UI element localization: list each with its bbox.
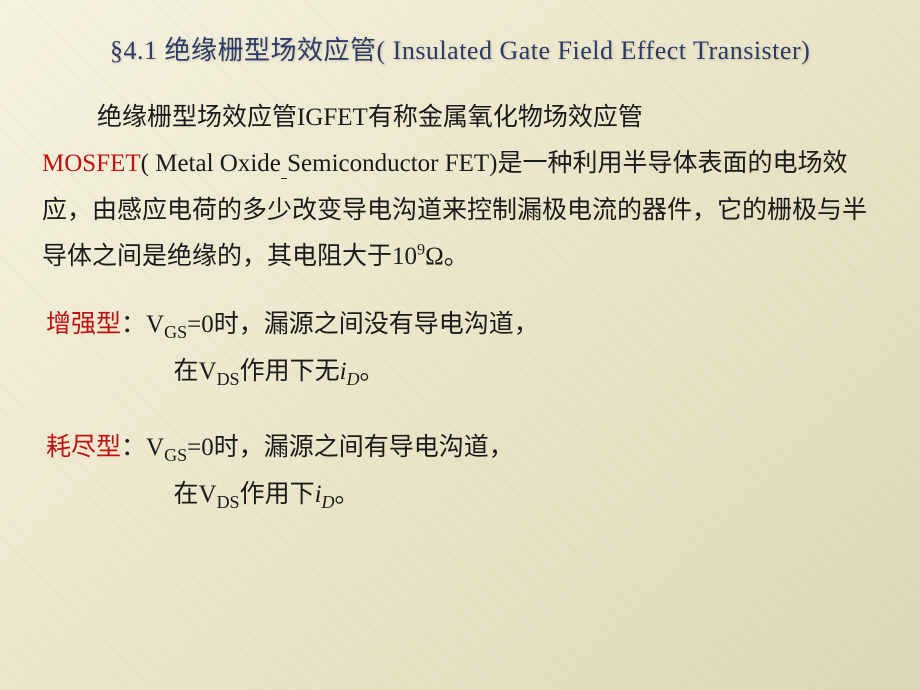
enh-line2: 在VDS作用下无iD。 xyxy=(174,358,385,385)
intro-paragraph: 绝缘栅型场效应管IGFET有称金属氧化物场效应管 MOSFET( Metal O… xyxy=(40,95,880,280)
enhancement-label: 增强型 xyxy=(46,311,121,338)
intro-part1: 绝缘栅型场效应管IGFET有称金属氧化物场效应管 xyxy=(97,104,643,131)
dep-l1a: V xyxy=(146,434,164,461)
enh-l1a: V xyxy=(146,311,164,338)
dep-l1a-sub: GS xyxy=(164,445,187,465)
depletion-block: 耗尽型：VGS=0时，漏源之间有导电沟道， 在VDS作用下iD。 xyxy=(46,425,880,520)
enh-l2-i-sub: D xyxy=(347,369,360,389)
dep-l2-i: i xyxy=(315,481,322,508)
enh-l1a-sub: GS xyxy=(164,322,187,342)
enh-l2c: 。 xyxy=(360,358,385,385)
mosfet-keyword: MOSFET xyxy=(42,150,141,177)
enh-colon: ： xyxy=(121,311,146,338)
dep-l2b: 作用下 xyxy=(240,481,315,508)
enh-l2a-sub: DS xyxy=(217,369,240,389)
dep-l1b: =0时，漏源之间有导电沟道， xyxy=(187,434,514,461)
dep-l2a-sub: DS xyxy=(217,492,240,512)
intro-ohm: Ω。 xyxy=(425,243,469,270)
enh-l2b: 作用下无 xyxy=(240,358,340,385)
intro-exp: 9 xyxy=(417,240,425,258)
depletion-label: 耗尽型 xyxy=(46,434,121,461)
dep-colon: ： xyxy=(121,434,146,461)
intro-part2-pre: ( Metal Oxide xyxy=(141,150,281,177)
dep-l2c: 。 xyxy=(335,481,360,508)
dep-line2: 在VDS作用下iD。 xyxy=(174,481,360,508)
enhancement-block: 增强型：VGS=0时，漏源之间没有导电沟道， 在VDS作用下无iD。 xyxy=(46,302,880,397)
slide-title: §4.1 绝缘栅型场效应管( Insulated Gate Field Effe… xyxy=(110,30,880,67)
enh-l2a: 在V xyxy=(174,358,217,385)
dep-l2a: 在V xyxy=(174,481,217,508)
enh-l2-i: i xyxy=(340,358,347,385)
dep-l2-i-sub: D xyxy=(322,492,335,512)
enh-l1b: =0时，漏源之间没有导电沟道， xyxy=(187,311,539,338)
